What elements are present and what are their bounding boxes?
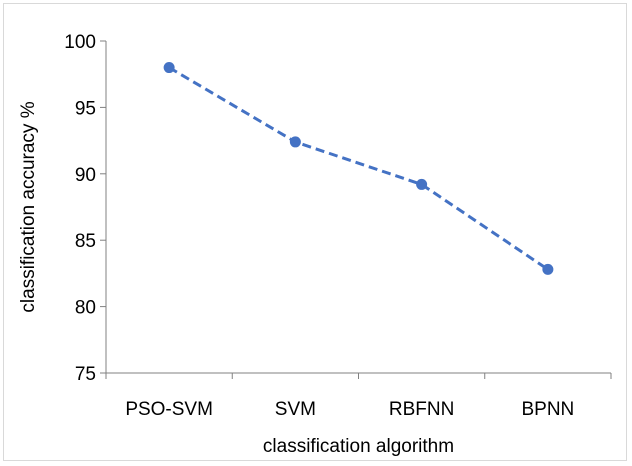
series-group [163, 62, 554, 275]
y-tick-label: 75 [75, 364, 96, 385]
series-line [168, 66, 549, 271]
chart-frame [3, 3, 627, 461]
x-tick-label: PSO-SVM [125, 399, 213, 420]
y-axis-title: classification accuracy % [18, 101, 39, 312]
x-tick-label: SVM [275, 399, 316, 420]
data-point [163, 62, 175, 74]
x-tick-label: BPNN [521, 399, 574, 420]
data-point [289, 136, 301, 148]
x-tick-label: RBFNN [389, 399, 454, 420]
x-axis-ticks: PSO-SVM SVM RBFNN BPNN [105, 373, 612, 420]
x-axis-title: classification algorithm [263, 436, 454, 457]
y-tick-label: 100 [64, 32, 96, 53]
y-tick-label: 80 [75, 298, 96, 319]
y-tick-label: 95 [75, 98, 96, 119]
y-tick-label: 85 [75, 231, 96, 252]
y-tick-label: 90 [75, 165, 96, 186]
y-axis-ticks: 75 80 85 90 95 100 [64, 32, 106, 385]
data-point [416, 178, 428, 190]
data-point [542, 263, 554, 275]
